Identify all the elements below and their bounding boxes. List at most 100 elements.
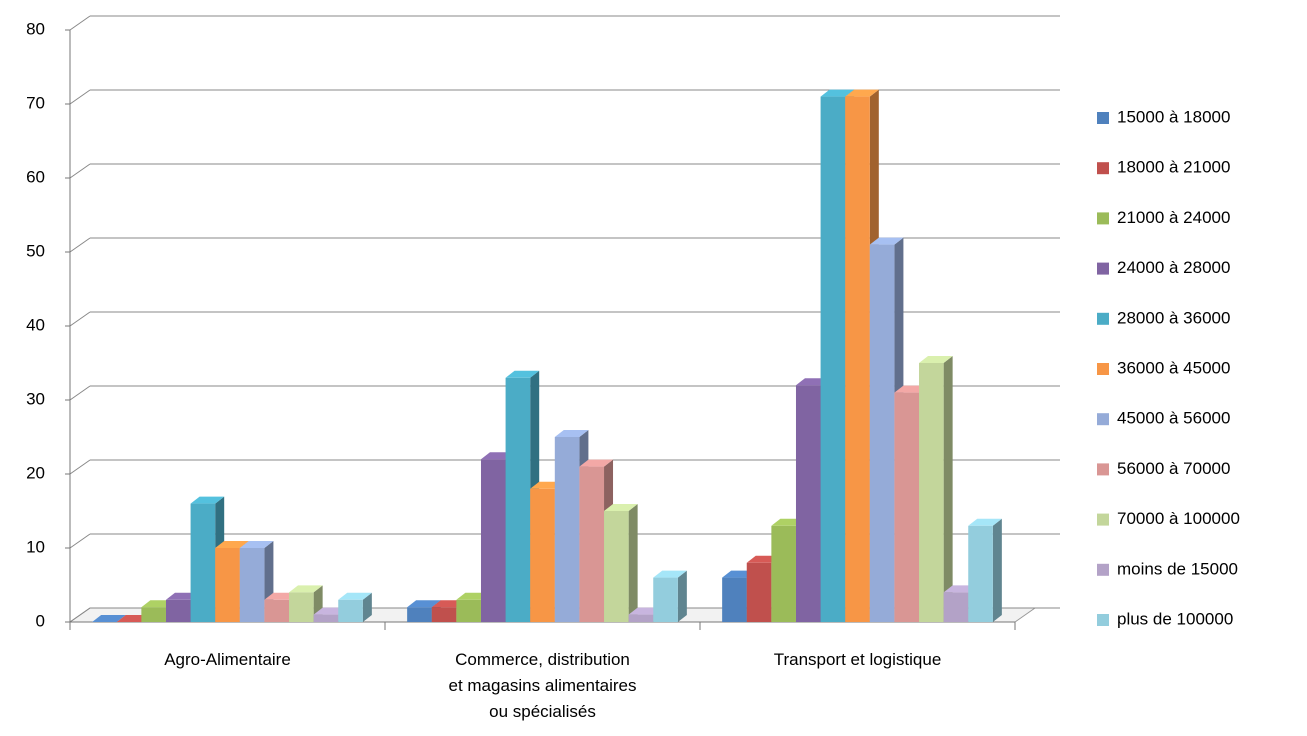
legend-label: 45000 à 56000 [1117,409,1230,428]
bar-top [968,518,1002,526]
bar [653,570,687,622]
bar-top [407,600,441,608]
bar-front [894,392,920,622]
bar-top [653,570,687,578]
bar-top [919,356,953,363]
bar-front [968,525,993,622]
grid-line [69,15,91,31]
grid-line [69,237,91,253]
bar-front [746,562,772,622]
bar-front [505,377,531,622]
bar-front [338,599,363,622]
legend-label: plus de 100000 [1117,609,1233,628]
legend-swatch [1097,312,1109,325]
bar-side [943,356,953,622]
legend-label: 18000 à 21000 [1117,158,1230,177]
bar-front [264,599,290,622]
y-tick-label: 80 [26,19,45,38]
grid-line [69,163,91,179]
bar-front [820,96,846,623]
bar-front [530,488,555,622]
legend-label: 36000 à 45000 [1117,358,1230,377]
bar-side [992,518,1002,622]
y-tick-label: 40 [26,315,45,334]
bar-front [239,548,265,622]
bar-top [289,585,323,593]
grid-line [69,459,91,475]
grid-line [69,385,91,401]
bar-front [722,577,747,622]
legend-label: 56000 à 70000 [1117,459,1230,478]
bar [968,518,1002,622]
grid-line [69,311,91,327]
bar [604,504,638,622]
legend-swatch [1097,614,1109,626]
grid-line [69,533,91,549]
bar-front [845,96,870,623]
y-tick-label: 70 [26,93,45,112]
legend-label: 70000 à 100000 [1117,509,1240,528]
bar-top [190,496,225,504]
bar-front [289,592,314,622]
legend-swatch [1097,563,1109,576]
bar-front [456,599,481,622]
x-tick-label: Agro-Alimentaire [164,650,291,669]
bar [919,356,953,622]
bar-side [677,570,687,622]
bar-top [869,237,904,245]
legend-swatch [1097,363,1109,375]
bar [338,592,372,622]
grid-line [69,89,91,105]
legend-swatch [1097,262,1109,275]
legend-label: moins de 15000 [1117,559,1238,578]
bar-front [919,363,944,622]
y-tick-label: 20 [26,463,45,482]
bar-front [653,577,678,622]
bar-front [554,437,580,622]
bar-side [628,504,638,622]
legend-swatch [1097,112,1109,124]
legend-swatch [1097,463,1109,476]
bar-front [869,244,895,622]
y-tick-label: 0 [36,611,45,630]
bar-top [92,615,126,622]
y-tick-label: 10 [26,537,45,556]
legend-label: 24000 à 28000 [1117,258,1230,277]
legend-label: 15000 à 18000 [1117,107,1230,126]
bar-front [795,385,821,622]
bar-top [215,541,249,548]
bar-front [480,459,506,622]
bar [239,541,274,622]
bar-front [407,607,432,622]
bar-front [190,503,216,622]
legend-label: 21000 à 24000 [1117,208,1230,227]
bar-top [505,370,540,378]
bar-top [604,504,638,511]
bar-front [943,592,969,622]
legend-swatch [1097,162,1109,175]
legend-swatch [1097,212,1109,225]
legend-label: 28000 à 36000 [1117,308,1230,327]
legend-swatch [1097,413,1109,426]
bar-front [165,599,191,622]
y-tick-label: 60 [26,167,45,186]
bar-top [554,430,589,437]
bar-front [215,548,240,622]
bar-front [313,614,339,622]
bar-top [338,592,372,600]
bar-top [845,89,879,97]
y-tick-label: 30 [26,389,45,408]
bar-front [604,511,629,622]
bar-front [141,607,166,622]
bar-front [771,525,796,622]
x-tick-label: Transport et logistique [773,650,942,669]
x-tick-label: Commerce, distribution et magasins alime… [448,650,637,721]
bar-top [820,89,855,97]
bar-front [628,614,654,622]
y-tick-label: 50 [26,241,45,260]
bar-top [579,459,614,467]
bar [92,615,126,622]
bar-top [239,541,274,548]
